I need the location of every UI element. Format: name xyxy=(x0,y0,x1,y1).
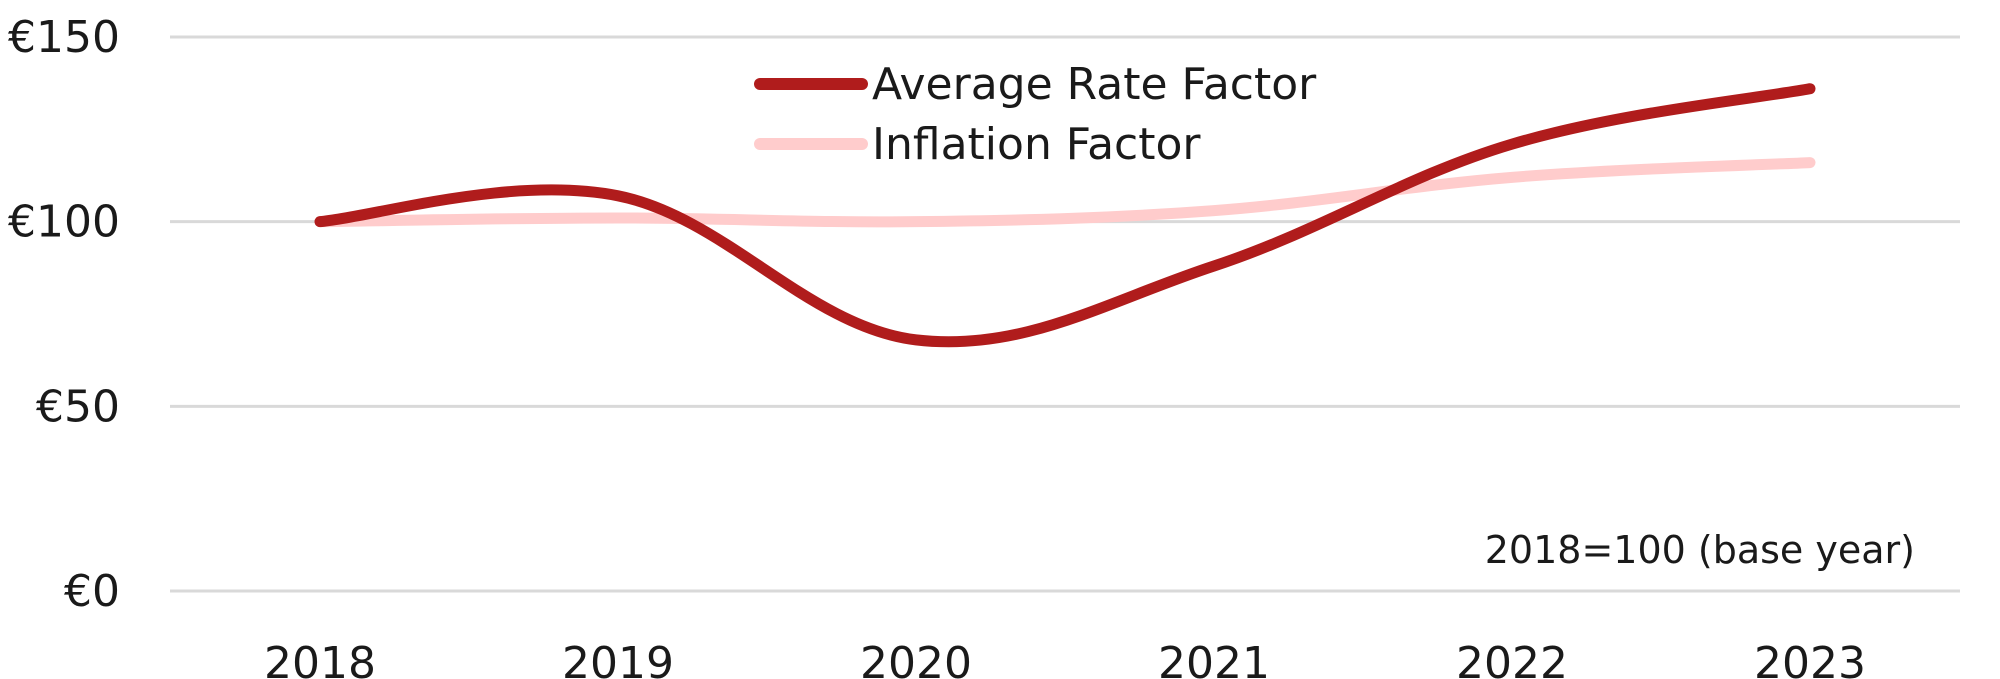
x-tick-label: 2018 xyxy=(264,638,376,679)
x-tick-label: 2019 xyxy=(562,638,674,679)
x-tick-label: 2020 xyxy=(860,638,972,679)
series-lines xyxy=(314,83,1816,348)
y-tick-label: €0 xyxy=(64,566,120,617)
legend-label: Average Rate Factor xyxy=(872,59,1317,110)
series-line-inflation-factor xyxy=(314,157,1816,228)
x-axis-ticks: 2018 2019 2020 2021 2022 2023 xyxy=(264,638,1866,679)
series-line-average-rate-factor xyxy=(314,83,1816,348)
legend-label: Inflation Factor xyxy=(872,119,1201,170)
x-tick-label: 2023 xyxy=(1754,638,1866,679)
x-tick-label: 2022 xyxy=(1456,638,1568,679)
x-tick-label: 2021 xyxy=(1158,638,1270,679)
y-tick-label: €100 xyxy=(8,197,120,248)
base-year-note: 2018=100 (base year) xyxy=(1485,528,1915,572)
y-tick-label: €150 xyxy=(8,12,120,63)
y-axis-ticks: €0 €50 €100 €150 xyxy=(8,12,120,617)
legend: Average Rate Factor Inflation Factor xyxy=(754,59,1317,170)
y-tick-label: €50 xyxy=(36,381,120,432)
